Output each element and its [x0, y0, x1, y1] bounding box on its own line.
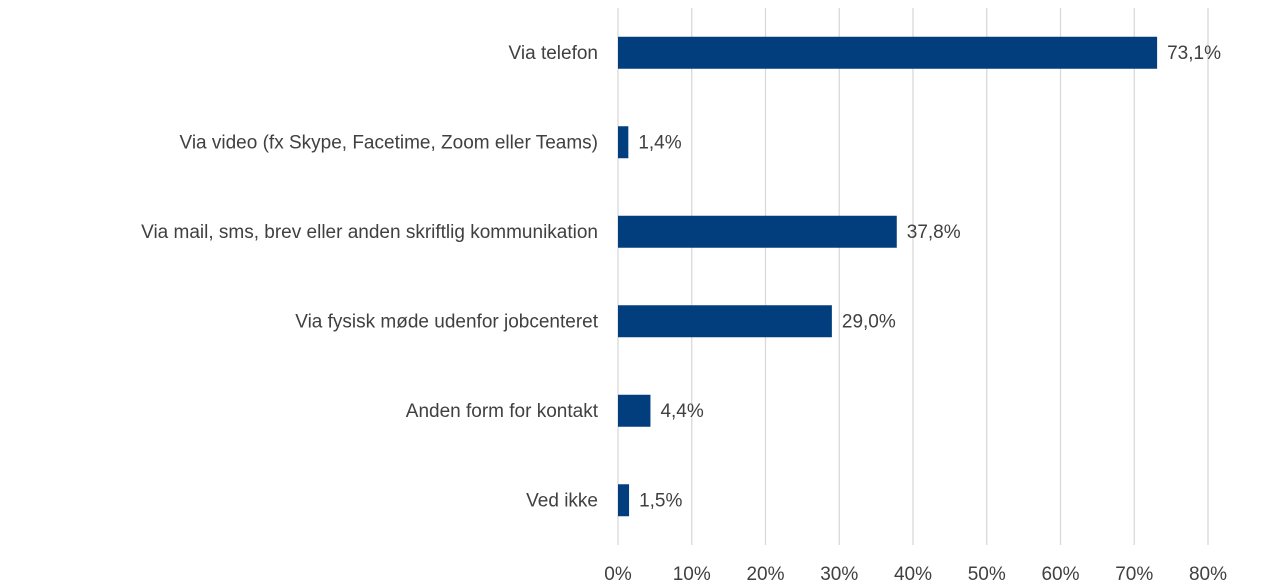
y-tick-label: Via telefon	[509, 43, 598, 64]
x-tick-label: 20%	[746, 564, 784, 585]
x-tick-label: 80%	[1189, 564, 1227, 585]
value-label: 73,1%	[1167, 43, 1221, 64]
value-label: 37,8%	[907, 222, 961, 243]
value-label: 4,4%	[660, 401, 703, 422]
x-tick-label: 0%	[604, 564, 632, 585]
x-tick-label: 70%	[1115, 564, 1153, 585]
bar	[618, 36, 1158, 69]
bar	[618, 484, 630, 517]
x-tick-label: 50%	[968, 564, 1006, 585]
value-label: 1,4%	[638, 132, 681, 153]
x-tick-label: 10%	[673, 564, 711, 585]
bar	[618, 215, 897, 248]
y-tick-label: Via fysisk møde udenfor jobcenteret	[295, 311, 598, 332]
x-tick-label: 30%	[820, 564, 858, 585]
y-tick-label: Ved ikke	[526, 490, 598, 511]
bar	[618, 305, 832, 338]
x-tick-label: 40%	[894, 564, 932, 585]
x-tick-label: 60%	[1041, 564, 1079, 585]
value-label: 1,5%	[639, 490, 682, 511]
bar	[618, 126, 629, 159]
value-label: 29,0%	[842, 311, 896, 332]
bar	[618, 394, 651, 427]
y-tick-label: Via video (fx Skype, Facetime, Zoom elle…	[179, 132, 598, 153]
y-tick-label: Via mail, sms, brev eller anden skriftli…	[141, 222, 598, 243]
y-tick-label: Anden form for kontakt	[406, 401, 599, 422]
